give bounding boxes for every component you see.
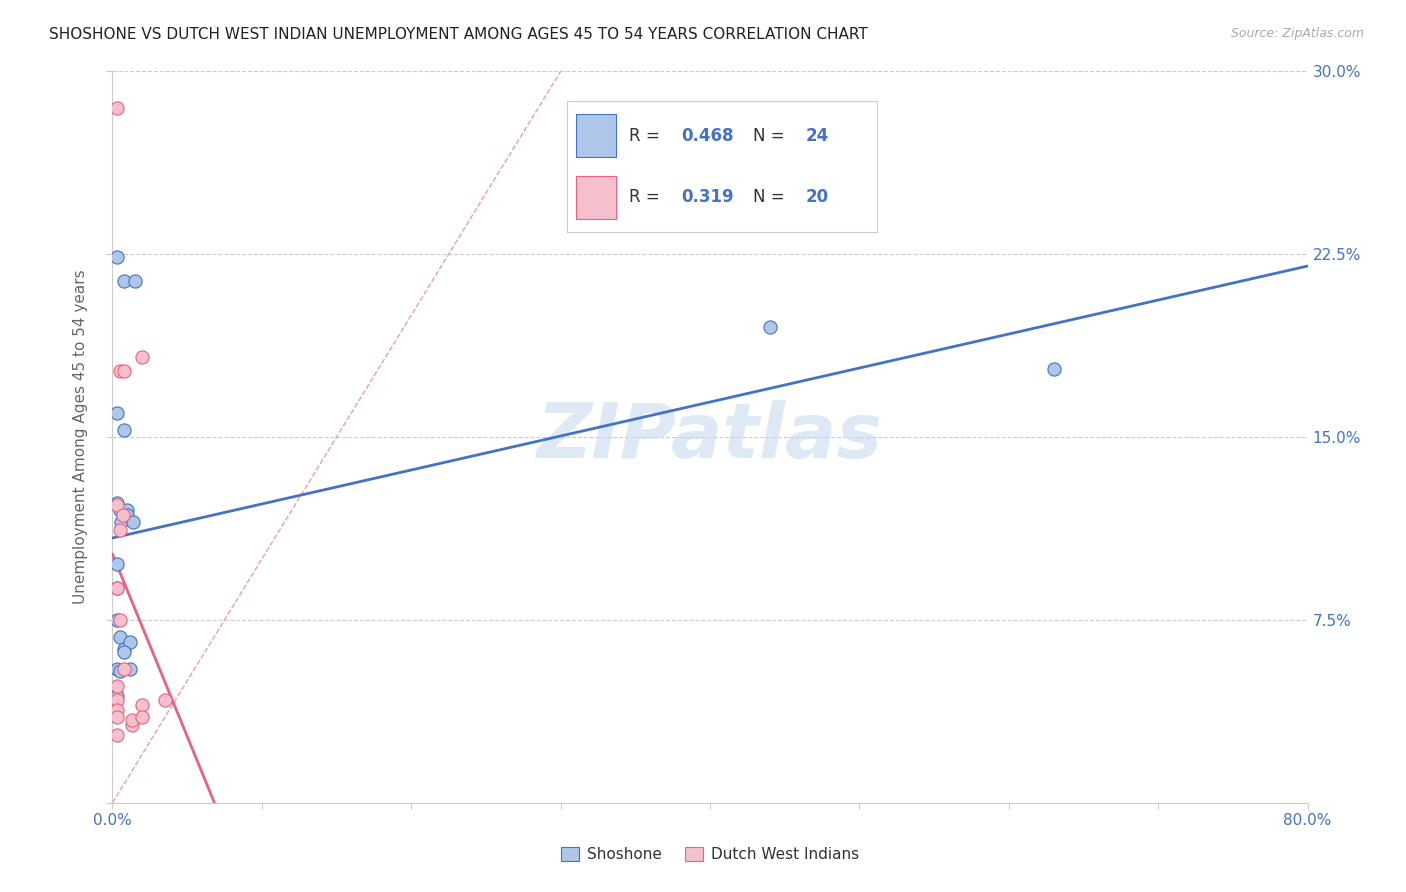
Point xyxy=(105,581,128,595)
Point xyxy=(105,581,128,595)
Point xyxy=(114,274,135,288)
Point xyxy=(114,642,135,657)
Point xyxy=(105,499,128,513)
Point xyxy=(105,727,128,741)
Point xyxy=(122,516,145,530)
Point xyxy=(117,503,139,517)
Point xyxy=(108,523,131,537)
Point xyxy=(105,703,128,717)
Point xyxy=(124,274,146,288)
Point xyxy=(105,689,128,703)
Point xyxy=(114,645,135,659)
Point xyxy=(1042,361,1064,376)
Point xyxy=(131,710,153,724)
Point xyxy=(108,364,131,378)
Point xyxy=(105,101,128,115)
Point xyxy=(105,613,128,627)
Point xyxy=(121,718,143,732)
Point xyxy=(153,693,176,707)
Point xyxy=(120,662,142,676)
Point xyxy=(105,662,128,676)
Point xyxy=(105,693,128,707)
Point xyxy=(131,698,153,713)
Point xyxy=(108,503,131,517)
Point xyxy=(121,713,143,727)
Point xyxy=(108,613,131,627)
Point xyxy=(105,679,128,693)
Point xyxy=(108,630,131,644)
Text: Source: ZipAtlas.com: Source: ZipAtlas.com xyxy=(1230,27,1364,40)
Point xyxy=(120,635,142,649)
Legend: Shoshone, Dutch West Indians: Shoshone, Dutch West Indians xyxy=(555,841,865,868)
Y-axis label: Unemployment Among Ages 45 to 54 years: Unemployment Among Ages 45 to 54 years xyxy=(73,269,89,605)
Point xyxy=(117,508,139,522)
Text: ZIPatlas: ZIPatlas xyxy=(537,401,883,474)
Point xyxy=(114,423,135,437)
Point xyxy=(114,364,135,378)
Point xyxy=(105,250,128,264)
Point xyxy=(759,320,782,334)
Point xyxy=(131,350,153,364)
Point xyxy=(110,516,132,530)
Point xyxy=(108,664,131,678)
Point xyxy=(111,508,134,522)
Point xyxy=(114,662,135,676)
Point xyxy=(105,496,128,510)
Point xyxy=(105,406,128,420)
Text: SHOSHONE VS DUTCH WEST INDIAN UNEMPLOYMENT AMONG AGES 45 TO 54 YEARS CORRELATION: SHOSHONE VS DUTCH WEST INDIAN UNEMPLOYME… xyxy=(49,27,868,42)
Point xyxy=(105,557,128,571)
Point xyxy=(105,710,128,724)
